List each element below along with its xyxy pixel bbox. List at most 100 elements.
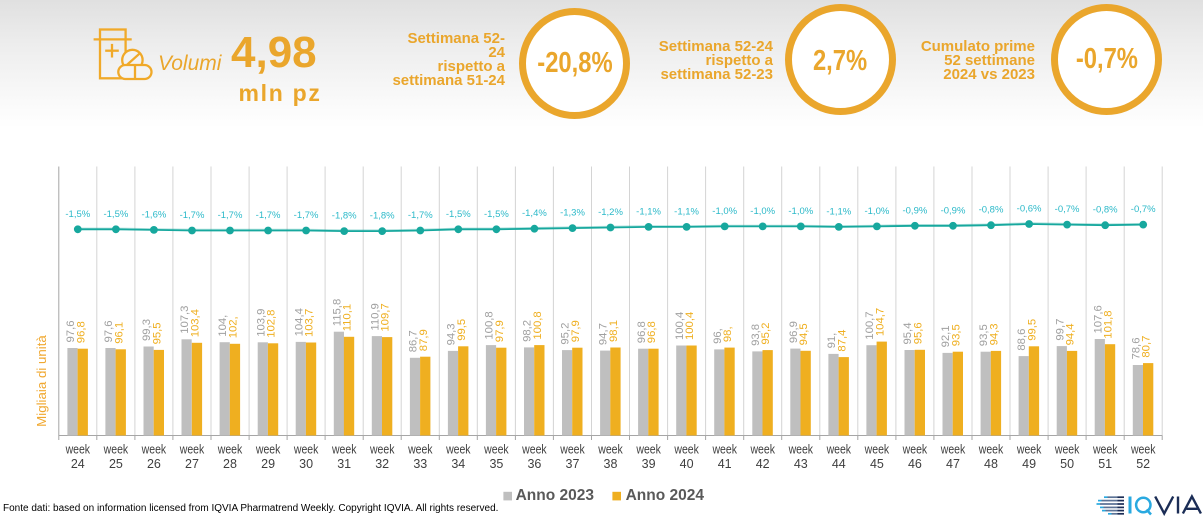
svg-text:87,4: 87,4 — [836, 330, 848, 352]
svg-text:109,7: 109,7 — [380, 303, 392, 331]
svg-text:98,1: 98,1 — [608, 320, 620, 342]
svg-text:100,4: 100,4 — [684, 312, 696, 340]
svg-text:44: 44 — [832, 457, 846, 471]
svg-text:104,4: 104,4 — [293, 308, 305, 336]
svg-text:-1,7%: -1,7% — [294, 210, 319, 221]
svg-text:-1,6%: -1,6% — [141, 209, 166, 220]
svg-text:99,5: 99,5 — [456, 319, 468, 341]
svg-text:week: week — [217, 444, 243, 457]
svg-text:98,: 98, — [722, 326, 734, 342]
svg-text:week: week — [293, 444, 319, 457]
svg-text:week: week — [1054, 444, 1080, 457]
svg-text:95,6: 95,6 — [912, 322, 924, 344]
svg-text:99,3: 99,3 — [141, 319, 153, 341]
svg-text:92,1: 92,1 — [940, 325, 952, 347]
svg-text:80,7: 80,7 — [1141, 336, 1153, 358]
svg-text:-1,5%: -1,5% — [446, 209, 471, 220]
svg-text:94,4: 94,4 — [1065, 323, 1077, 345]
svg-text:96,8: 96,8 — [636, 321, 648, 343]
svg-text:100,8: 100,8 — [532, 311, 544, 339]
svg-text:42: 42 — [756, 457, 770, 471]
svg-text:27: 27 — [185, 457, 199, 471]
svg-text:100,4: 100,4 — [674, 312, 686, 340]
svg-text:95,2: 95,2 — [760, 323, 772, 345]
svg-text:46: 46 — [908, 457, 922, 471]
svg-text:48: 48 — [984, 457, 998, 471]
svg-text:-1,7%: -1,7% — [256, 210, 281, 221]
svg-text:30: 30 — [299, 457, 313, 471]
svg-text:95,2: 95,2 — [560, 323, 572, 345]
svg-text:week: week — [750, 444, 776, 457]
svg-text:47: 47 — [946, 457, 960, 471]
svg-text:week: week — [331, 444, 357, 457]
svg-text:25: 25 — [109, 457, 123, 471]
svg-text:-0,7%: -0,7% — [1131, 204, 1156, 215]
svg-text:33: 33 — [413, 457, 427, 471]
svg-text:28: 28 — [223, 457, 237, 471]
svg-text:-1,5%: -1,5% — [65, 209, 90, 220]
svg-text:-1,0%: -1,0% — [712, 206, 737, 217]
svg-text:week: week — [940, 444, 966, 457]
svg-text:45: 45 — [870, 457, 884, 471]
svg-text:-1,8%: -1,8% — [332, 211, 357, 222]
svg-text:-0,8%: -0,8% — [979, 205, 1004, 216]
svg-text:week: week — [635, 444, 661, 457]
svg-text:100,8: 100,8 — [484, 311, 496, 339]
svg-text:97,6: 97,6 — [103, 321, 115, 343]
svg-text:week: week — [864, 444, 890, 457]
svg-text:94,7: 94,7 — [598, 323, 610, 345]
svg-text:-1,7%: -1,7% — [408, 210, 433, 221]
svg-text:100,7: 100,7 — [864, 311, 876, 339]
svg-text:-1,4%: -1,4% — [522, 208, 547, 219]
svg-text:99,7: 99,7 — [1054, 319, 1066, 341]
svg-text:94,3: 94,3 — [989, 323, 1001, 345]
svg-text:96,8: 96,8 — [646, 321, 658, 343]
svg-text:Migliaia di unità: Migliaia di unità — [34, 335, 49, 427]
svg-text:-1,0%: -1,0% — [750, 206, 775, 217]
svg-text:-1,5%: -1,5% — [484, 209, 509, 220]
svg-text:102,8: 102,8 — [266, 310, 278, 338]
svg-text:101,8: 101,8 — [1103, 310, 1115, 338]
svg-text:93,5: 93,5 — [950, 324, 962, 346]
svg-text:43: 43 — [794, 457, 808, 471]
svg-text:38: 38 — [604, 457, 618, 471]
svg-text:-0,9%: -0,9% — [941, 205, 966, 216]
svg-text:24: 24 — [71, 457, 85, 471]
svg-text:51: 51 — [1098, 457, 1112, 471]
svg-text:94,5: 94,5 — [798, 323, 810, 345]
svg-text:107,6: 107,6 — [1092, 305, 1104, 333]
svg-text:36: 36 — [527, 457, 541, 471]
svg-text:96,8: 96,8 — [75, 321, 87, 343]
svg-text:-1,7%: -1,7% — [180, 210, 205, 221]
svg-text:week: week — [521, 444, 547, 457]
svg-text:110,1: 110,1 — [342, 304, 354, 331]
svg-text:29: 29 — [261, 457, 275, 471]
svg-text:35: 35 — [489, 457, 503, 471]
svg-text:91,: 91, — [826, 333, 838, 349]
svg-text:32: 32 — [375, 457, 389, 471]
svg-text:86,7: 86,7 — [408, 330, 420, 352]
svg-text:102,: 102, — [228, 316, 240, 338]
svg-text:week: week — [978, 444, 1004, 457]
svg-text:-0,7%: -0,7% — [1055, 204, 1080, 215]
svg-text:40: 40 — [680, 457, 694, 471]
svg-text:96,9: 96,9 — [788, 321, 800, 343]
svg-text:87,9: 87,9 — [418, 329, 430, 351]
svg-text:week: week — [179, 444, 205, 457]
svg-text:78,6: 78,6 — [1130, 338, 1142, 360]
svg-text:-1,2%: -1,2% — [598, 207, 623, 218]
svg-text:50: 50 — [1060, 457, 1074, 471]
svg-text:week: week — [369, 444, 395, 457]
svg-text:week: week — [445, 444, 471, 457]
svg-text:week: week — [141, 444, 167, 457]
svg-text:104,7: 104,7 — [874, 308, 886, 336]
svg-text:week: week — [673, 444, 699, 457]
svg-text:-0,8%: -0,8% — [1093, 205, 1118, 216]
svg-text:week: week — [597, 444, 623, 457]
svg-text:49: 49 — [1022, 457, 1036, 471]
svg-text:Anno 2023: Anno 2023 — [516, 487, 595, 504]
svg-text:week: week — [559, 444, 585, 457]
svg-text:week: week — [255, 444, 281, 457]
svg-text:99,5: 99,5 — [1027, 319, 1039, 341]
svg-text:107,3: 107,3 — [179, 306, 191, 334]
